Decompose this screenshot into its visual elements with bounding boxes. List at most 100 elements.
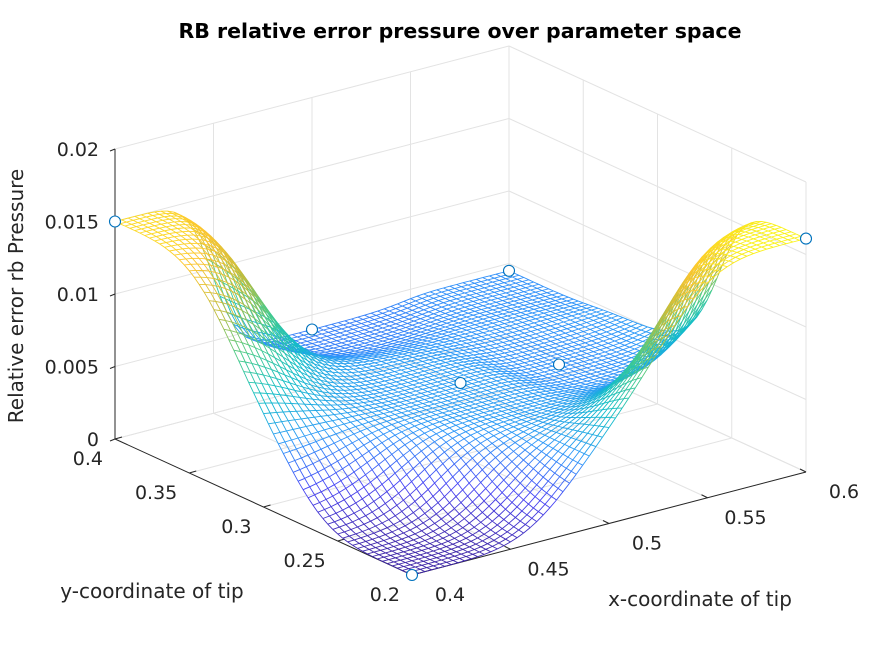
mesh-line (320, 379, 328, 383)
mesh-line (462, 282, 469, 286)
mesh-line (596, 371, 602, 375)
mesh-line (677, 283, 685, 294)
mesh-line (530, 374, 537, 378)
mesh-line (534, 389, 540, 393)
mesh-line (454, 286, 462, 289)
mesh-line (588, 331, 596, 335)
mesh-line (741, 238, 747, 242)
mesh-line (787, 239, 794, 243)
mesh-line (346, 328, 354, 332)
mesh-line (397, 330, 405, 334)
mesh-line (591, 367, 599, 371)
mesh-line (603, 367, 611, 371)
mesh-line (520, 310, 528, 314)
mesh-line (440, 310, 446, 314)
mesh-line (562, 370, 568, 374)
mesh-line (542, 329, 550, 333)
mesh-line (786, 229, 792, 233)
mesh-line (501, 382, 507, 386)
mesh-line (544, 392, 552, 395)
mesh-line (305, 343, 313, 346)
mesh-line (514, 357, 520, 361)
mesh-line (634, 348, 640, 352)
mesh-line (545, 390, 552, 394)
mesh-line (402, 334, 408, 337)
mesh-line (425, 380, 432, 385)
mesh-line (519, 345, 525, 349)
mesh-line (423, 334, 431, 338)
mesh-line (622, 361, 630, 365)
mesh-line (134, 228, 142, 232)
mesh-line (336, 326, 342, 330)
mesh-line (198, 258, 205, 265)
mesh-line (537, 373, 543, 377)
mesh-line (545, 367, 551, 371)
mesh-line (644, 332, 652, 337)
mesh-line (563, 366, 570, 370)
mesh-line (520, 285, 526, 289)
mesh-line (513, 285, 521, 288)
mesh-line (580, 367, 588, 371)
mesh-line (690, 304, 698, 315)
mesh-line (443, 392, 451, 395)
mesh-line (374, 389, 381, 394)
mesh-line (482, 332, 489, 336)
mesh-line (440, 373, 446, 377)
mesh-line (177, 227, 185, 229)
mesh-line (361, 376, 369, 379)
mesh-line (481, 401, 488, 406)
mesh-line (344, 320, 350, 324)
mesh-line (157, 216, 165, 219)
mesh-line (586, 379, 594, 382)
mesh-line (418, 307, 424, 311)
mesh-line (159, 243, 165, 248)
mesh-line (487, 307, 493, 311)
mesh-line (430, 343, 438, 346)
mesh-line (399, 386, 407, 389)
mesh-line (777, 234, 784, 238)
mesh-line (562, 356, 568, 360)
mesh-line (292, 354, 300, 360)
mesh-line (458, 370, 466, 374)
mesh-line (527, 283, 533, 287)
mesh-line (505, 333, 512, 338)
mesh-line (396, 379, 404, 383)
mesh-line (471, 357, 477, 361)
mesh-line (616, 319, 622, 323)
mesh-line (540, 334, 548, 337)
mesh-line (561, 339, 569, 343)
mesh-line (306, 339, 314, 342)
mesh-line (512, 290, 518, 294)
mesh-line (372, 323, 378, 327)
mesh-line (720, 253, 726, 255)
mesh-line (608, 342, 614, 346)
mesh-line (328, 364, 335, 370)
mesh-line (540, 335, 546, 340)
mesh-line (139, 230, 147, 234)
mesh-line (333, 382, 341, 384)
mesh-line (526, 372, 532, 376)
mesh-line (535, 290, 543, 293)
mesh-line (561, 311, 568, 315)
mesh-line (152, 229, 159, 233)
mesh-line (418, 320, 426, 324)
mesh-line (313, 339, 319, 343)
mesh-line (492, 322, 499, 326)
mesh-line (165, 226, 172, 230)
mesh-line (507, 286, 515, 290)
mesh-line (493, 374, 499, 378)
mesh-line (603, 355, 609, 359)
mesh-line (531, 283, 539, 287)
mesh-line (211, 242, 218, 249)
mesh-line (147, 212, 153, 216)
mesh-line (531, 396, 537, 400)
mesh-line (469, 293, 477, 296)
mesh-line (417, 358, 423, 362)
mesh-line (390, 319, 398, 323)
mesh-line (479, 297, 487, 301)
mesh-line (317, 358, 325, 362)
mesh-line (728, 241, 736, 246)
mesh-line (247, 329, 255, 339)
mesh-line (510, 294, 516, 298)
mesh-line (476, 347, 482, 351)
